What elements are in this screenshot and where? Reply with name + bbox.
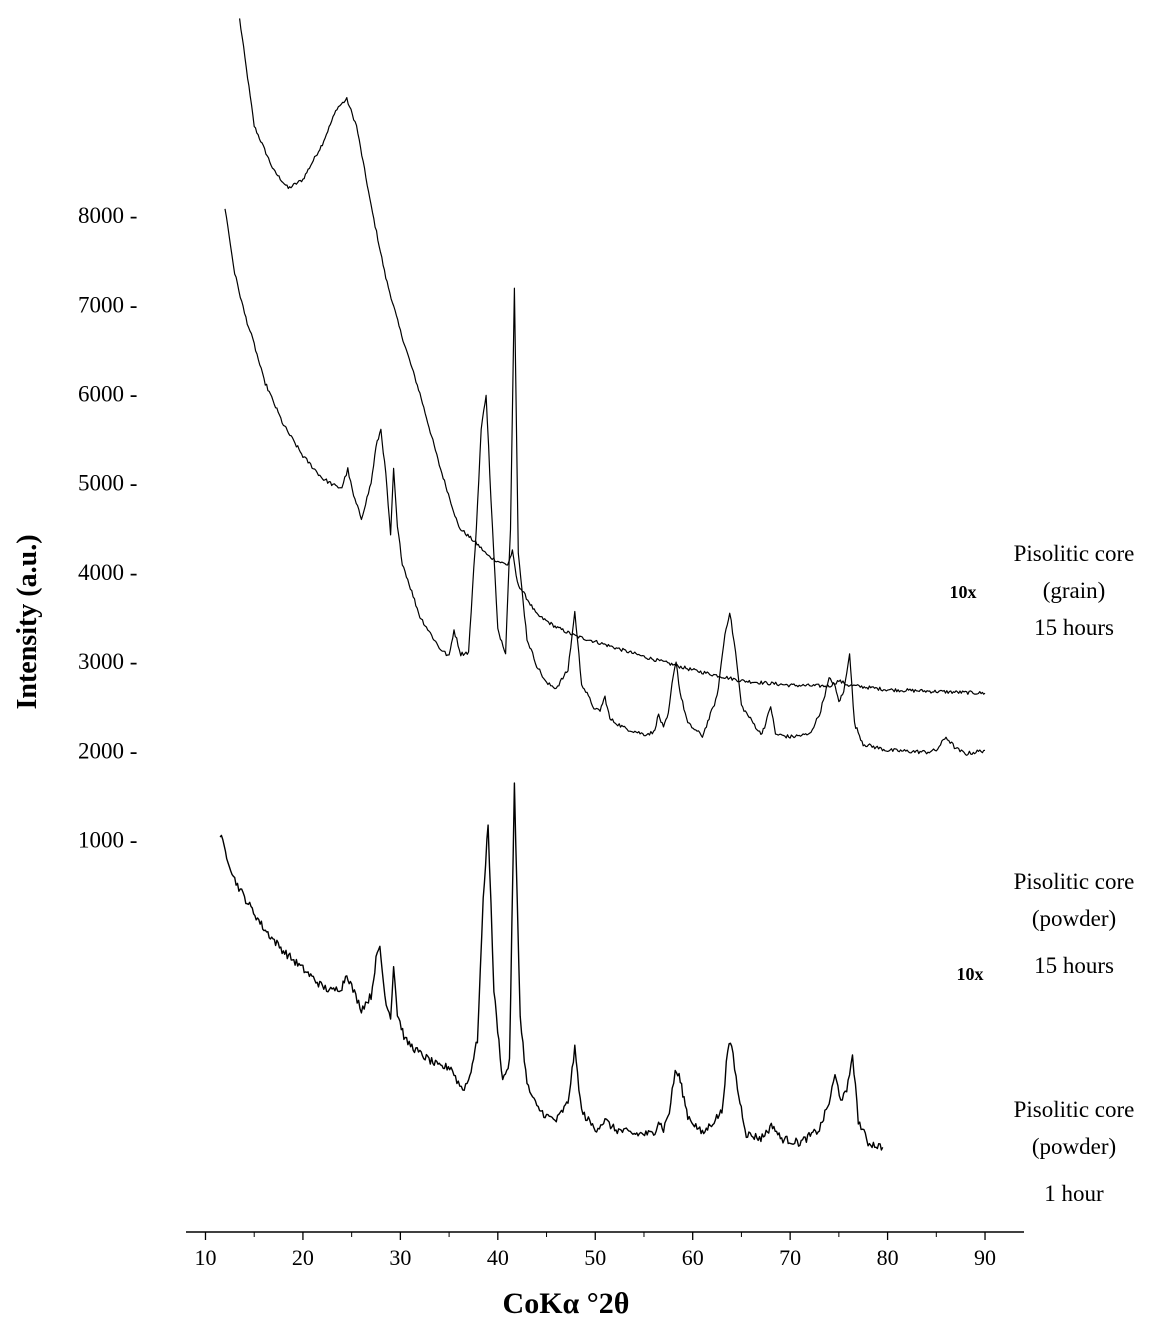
series-line-2 xyxy=(224,208,986,756)
x-tick-label: 40 xyxy=(487,1245,509,1270)
x-tick-label: 80 xyxy=(877,1245,899,1270)
x-axis-label: CoKα °2θ xyxy=(503,1287,630,1320)
y-tick-label: 4000 - xyxy=(78,560,137,585)
y-axis-label: Intensity (a.u.) xyxy=(12,534,43,709)
x-tick-label: 50 xyxy=(584,1245,606,1270)
series-label-1: 15 hours xyxy=(1034,615,1114,640)
series-label-2: (powder) xyxy=(1032,906,1116,931)
multiplier-label-1: 10x xyxy=(950,582,977,602)
series-label-1: (grain) xyxy=(1043,578,1106,603)
y-tick-label: 7000 - xyxy=(78,292,137,317)
series-label-3: Pisolitic core xyxy=(1014,1097,1135,1122)
series-line-1 xyxy=(239,18,986,695)
y-tick-label: 2000 - xyxy=(78,738,137,763)
series-label-3: 1 hour xyxy=(1044,1181,1104,1206)
y-tick-label: 1000 - xyxy=(78,828,137,853)
series-layer xyxy=(219,18,986,1151)
axes-layer: 10 20 30 40 50 60 70 80 90 1000 - 2000 - 3000 - 4000… xyxy=(78,203,1024,1270)
series-label-2: Pisolitic core xyxy=(1014,869,1135,894)
x-tick-label: 20 xyxy=(292,1245,314,1270)
x-tick-label: 30 xyxy=(389,1245,411,1270)
multiplier-label-2: 10x xyxy=(957,964,984,984)
x-tick-label: 60 xyxy=(682,1245,704,1270)
series-label-1: Pisolitic core xyxy=(1014,541,1135,566)
series-line-3 xyxy=(219,782,884,1151)
y-tick-label: 6000 - xyxy=(78,382,137,407)
y-tick-label: 8000 - xyxy=(78,203,137,228)
label-layer: Pisolitic core (grain) 15 hours 10x Pisoliti… xyxy=(950,541,1135,1206)
series-label-2: 15 hours xyxy=(1034,953,1114,978)
y-tick-label: 5000 - xyxy=(78,471,137,496)
x-tick-label: 70 xyxy=(779,1245,801,1270)
x-tick-label: 90 xyxy=(974,1245,996,1270)
x-tick-label: 10 xyxy=(194,1245,216,1270)
series-label-3: (powder) xyxy=(1032,1134,1116,1159)
y-tick-label: 3000 - xyxy=(78,649,137,674)
